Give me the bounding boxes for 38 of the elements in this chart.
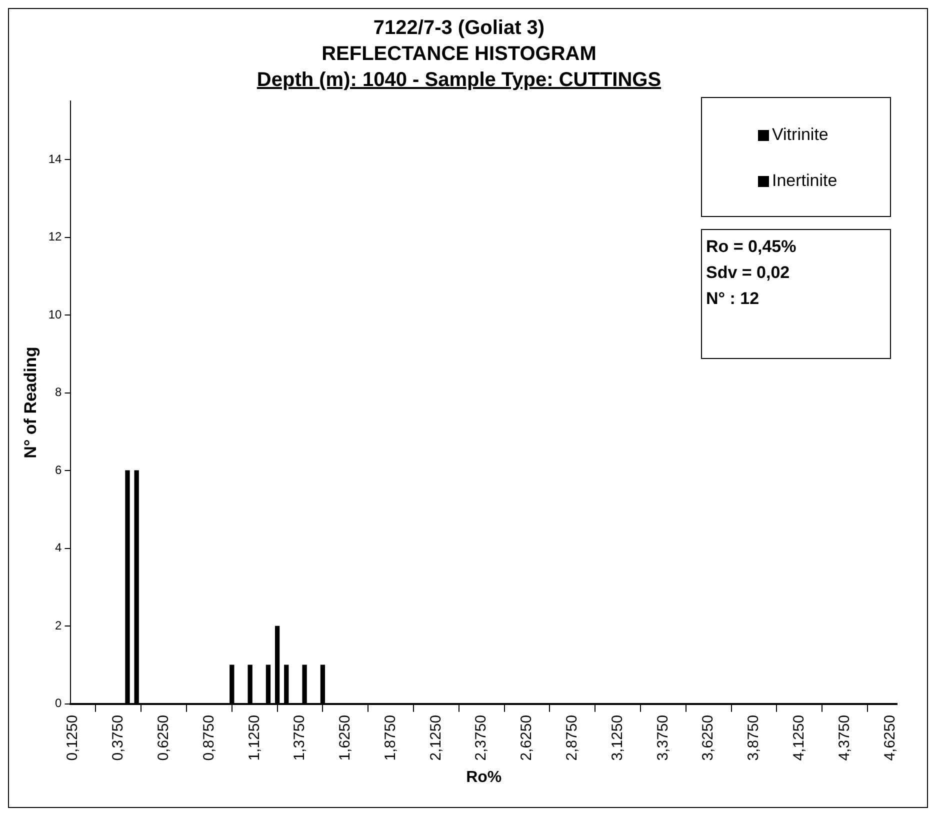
x-tick-label: 1,1250	[246, 714, 263, 761]
x-tick-label: 1,8750	[382, 714, 399, 761]
chart-subtitle: REFLECTANCE HISTOGRAM	[320, 42, 598, 67]
text: Depth (m): 1040 - Sample Type: CUTTINGS	[256, 68, 662, 93]
x-tick-label: 0,1250	[64, 714, 82, 761]
x-tick-label: 3,3750	[654, 714, 672, 761]
x-tick-label: 3,8750	[745, 714, 762, 761]
y-tick-label: 8	[55, 385, 62, 400]
x-tick-label: 4,6250	[881, 714, 898, 761]
annotation: Ro = 0,45%	[706, 236, 798, 258]
x-tick-label: 4,3750	[836, 714, 853, 761]
x-tick-label: 1,6250	[336, 714, 354, 761]
y-tick-label: 2	[55, 618, 62, 632]
x-tick-label: 3,6250	[700, 714, 717, 761]
y-tick-label: 6	[55, 462, 62, 477]
y-tick-label: 10	[48, 307, 62, 322]
x-tick-label: 0,8750	[200, 714, 218, 761]
annotation: Sdv = 0,02	[706, 262, 791, 284]
legend-label: Inertinite	[772, 171, 838, 191]
x-tick-label: 2,8750	[564, 714, 581, 761]
x-tick-label: 3,1250	[608, 714, 626, 761]
x-tick-label: 1,3750	[291, 714, 308, 761]
x-tick-label: 2,3750	[472, 714, 490, 761]
y-tick-label: 4	[55, 540, 62, 555]
annotation: N° : 12	[706, 288, 760, 310]
y-tick-label: 14	[48, 152, 62, 166]
x-tick-label: 2,6250	[518, 714, 536, 761]
x-tick-label: 4,1250	[790, 714, 808, 761]
stats-text-box: Ro = 0,45% Sdv = 0,02 N° : 12	[701, 229, 891, 359]
x-tick-label: 0,3750	[110, 714, 127, 761]
chart-title: 7122/7-3 (Goliat 3)	[372, 16, 546, 41]
y-tick-label: 12	[48, 230, 62, 244]
legend-label: Vitrinite	[772, 125, 828, 145]
x-axis-title: Ro%	[466, 768, 502, 786]
x-tick-label: 2,1250	[427, 714, 444, 761]
y-axis-title: N° of Reading	[20, 346, 40, 458]
x-tick-label: 0,6250	[154, 714, 172, 761]
y-tick-label: 0	[55, 696, 62, 710]
